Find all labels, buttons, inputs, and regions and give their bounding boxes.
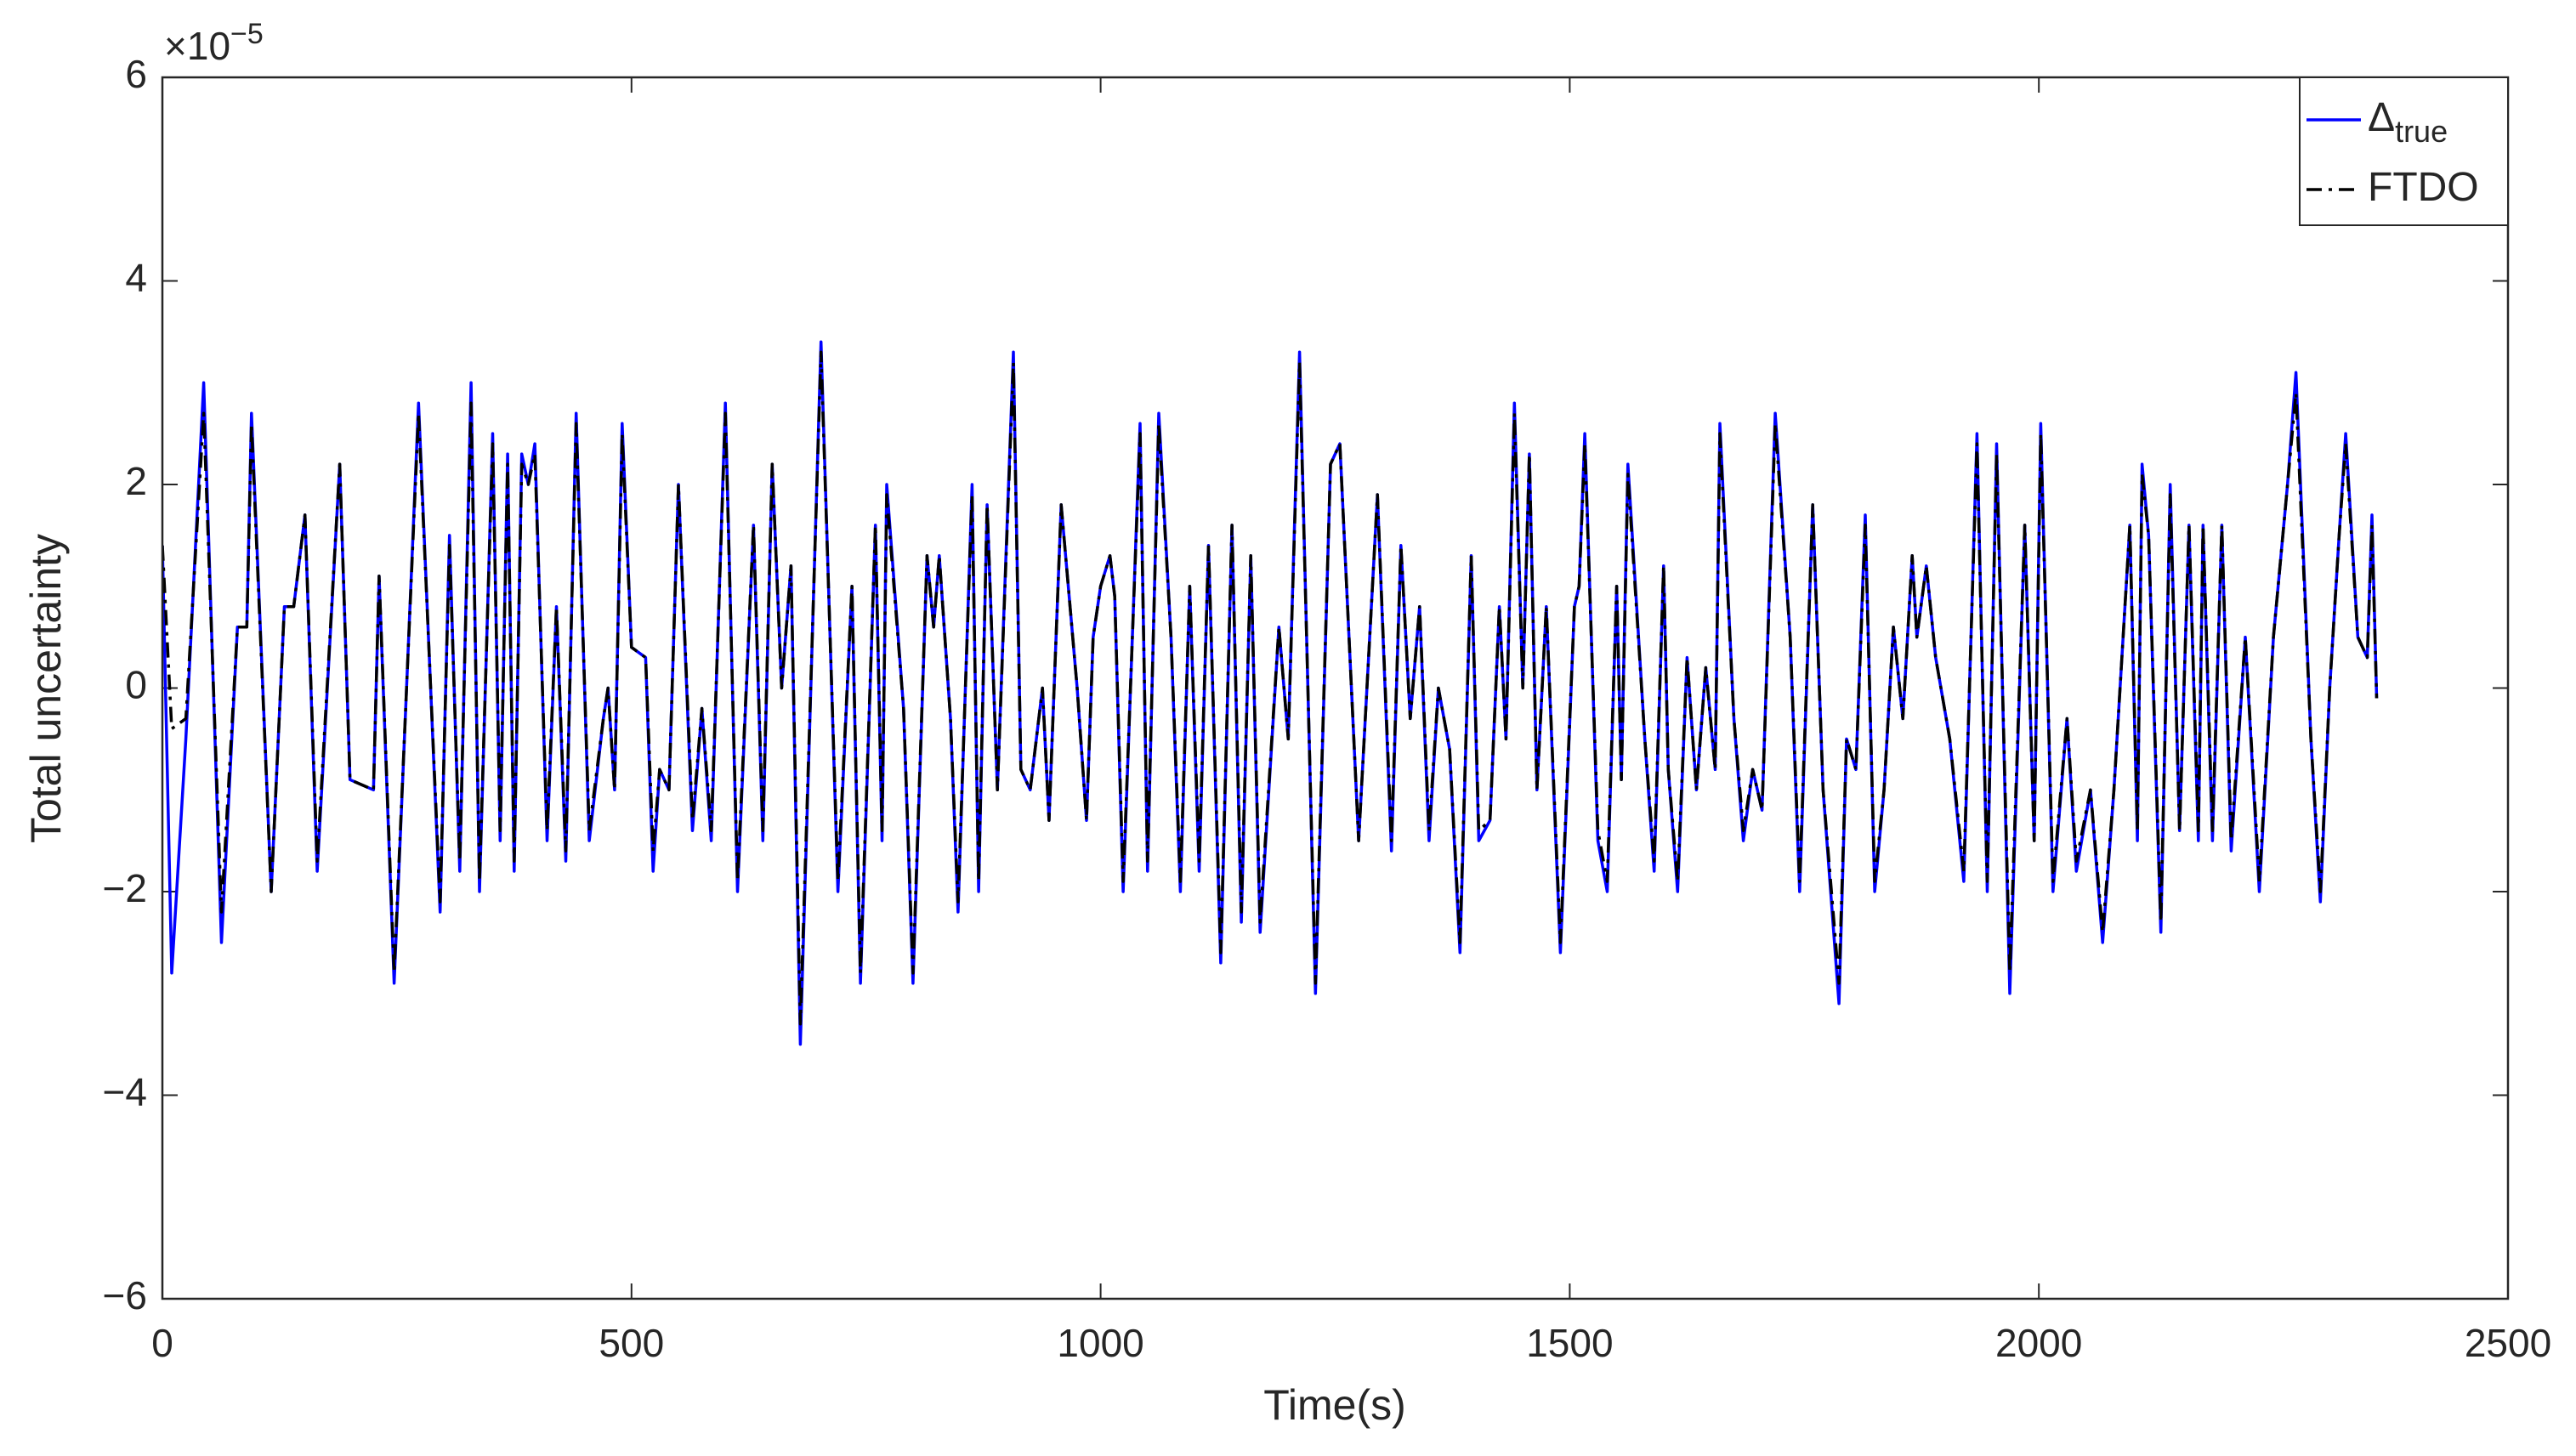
x-tick-label: 2000: [1995, 1321, 2082, 1365]
y-tick-label: −6: [103, 1273, 147, 1317]
plot-area: [162, 340, 2379, 1046]
legend-label: Δtrue: [2368, 95, 2448, 149]
series-line: [162, 350, 2379, 1026]
y-tick-label: −4: [103, 1070, 147, 1114]
x-tick-label: 1000: [1057, 1321, 1143, 1365]
x-axis-label: Time(s): [1263, 1381, 1406, 1429]
multiplier-exponent: −5: [230, 18, 264, 50]
legend-name: Δ: [2368, 95, 2395, 140]
legend-box: [2299, 76, 2509, 226]
axes-box: [161, 76, 2510, 1300]
y-axis-label: Total uncertainty: [22, 534, 70, 843]
axis-multiplier: ×10−5: [164, 18, 264, 68]
x-tick-label: 2500: [2465, 1321, 2551, 1365]
x-tick-label: 500: [599, 1321, 664, 1365]
y-tick-label: 2: [125, 459, 147, 503]
y-tick-label: 6: [125, 52, 147, 96]
y-tick-label: 4: [125, 256, 147, 300]
y-tick-label: 0: [125, 663, 147, 707]
multiplier-base: ×10: [164, 24, 230, 68]
y-tick-label: −2: [103, 866, 147, 910]
legend-name: FTDO: [2368, 165, 2479, 210]
x-tick-label: 1500: [1526, 1321, 1613, 1365]
legend-label: FTDO: [2368, 165, 2479, 210]
legend-subscript: true: [2395, 114, 2448, 149]
x-tick-label: 0: [151, 1321, 173, 1365]
